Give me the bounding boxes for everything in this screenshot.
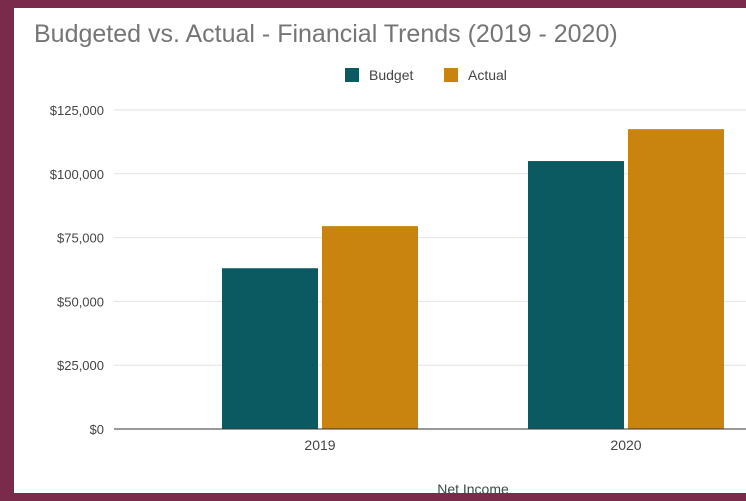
x-tick-label: 2020: [610, 437, 641, 453]
x-axis-title: Net Income: [437, 481, 509, 493]
chart-frame: Budgeted vs. Actual - Financial Trends (…: [14, 8, 746, 493]
chart-title: Budgeted vs. Actual - Financial Trends (…: [34, 20, 618, 48]
y-tick-label: $75,000: [57, 231, 104, 246]
bar-budget-2020: [528, 161, 624, 430]
y-tick-label: $50,000: [57, 294, 104, 309]
legend-swatch-budget: [345, 68, 359, 82]
bar-actual-2020: [628, 129, 724, 429]
bar-actual-2019: [322, 226, 418, 429]
y-tick-label: $100,000: [50, 167, 104, 182]
legend-label-budget: Budget: [369, 67, 413, 83]
y-tick-label: $25,000: [57, 358, 104, 373]
legend-label-actual: Actual: [468, 67, 507, 83]
x-tick-label: 2019: [304, 437, 335, 453]
bars: [222, 129, 724, 430]
legend-swatch-actual: [444, 68, 458, 82]
y-tick-label: $0: [90, 422, 104, 437]
y-tick-label: $125,000: [50, 103, 104, 118]
bar-chart: Budgeted vs. Actual - Financial Trends (…: [34, 20, 746, 493]
legend: Budget Actual: [345, 67, 507, 83]
x-axis-tick-labels: 2019 2020: [304, 437, 641, 453]
bar-budget-2019: [222, 268, 318, 429]
y-axis-tick-labels: $0 $25,000 $50,000 $75,000 $100,000 $125,000: [50, 103, 104, 437]
